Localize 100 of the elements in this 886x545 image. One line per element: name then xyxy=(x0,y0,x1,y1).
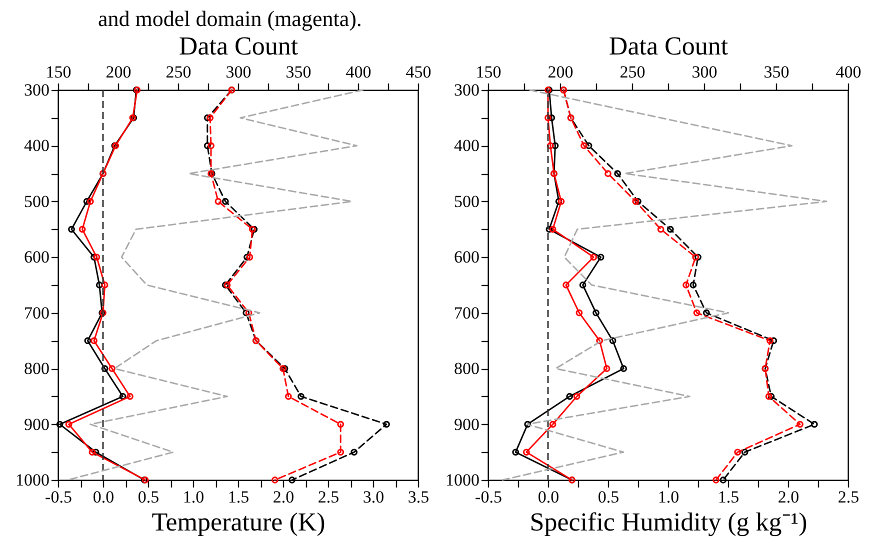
point xyxy=(766,337,774,344)
point xyxy=(682,282,690,288)
point xyxy=(549,420,556,428)
point xyxy=(84,337,92,344)
x2-tick-label: 450 xyxy=(406,62,432,82)
point xyxy=(549,226,556,233)
x2-axis-title: Data Count xyxy=(608,32,729,60)
x-tick-label: 0.5 xyxy=(138,488,160,506)
point xyxy=(56,420,64,428)
x-tick-label: -0.5 xyxy=(475,488,502,506)
y-tick-label: 600 xyxy=(454,248,480,267)
point xyxy=(68,226,75,233)
x-tick-label: 1.0 xyxy=(182,488,204,506)
point xyxy=(712,476,720,484)
point xyxy=(620,365,628,372)
x-tick-label: 0.0 xyxy=(92,488,114,506)
point xyxy=(552,142,559,150)
point xyxy=(522,448,530,456)
point xyxy=(512,448,520,456)
x-tick-label: 1.5 xyxy=(228,488,250,506)
point xyxy=(720,476,727,484)
y-tick-label: 600 xyxy=(24,248,50,267)
x-tick-label: 2.0 xyxy=(778,488,800,506)
point xyxy=(592,309,600,316)
point xyxy=(92,448,100,456)
y-tick-label: 1000 xyxy=(16,470,50,490)
point xyxy=(609,337,616,344)
point xyxy=(768,392,775,400)
point xyxy=(524,420,532,428)
point xyxy=(246,254,254,261)
point xyxy=(632,198,640,205)
x2-tick-label: 250 xyxy=(166,62,192,82)
point xyxy=(271,476,278,484)
y-tick-label: 300 xyxy=(24,80,50,100)
point xyxy=(86,198,94,205)
point xyxy=(666,226,674,233)
point xyxy=(65,420,72,428)
point xyxy=(101,282,108,288)
point xyxy=(93,254,100,261)
point xyxy=(579,282,586,288)
point xyxy=(765,392,772,400)
x-tick-label: 3.5 xyxy=(408,488,430,506)
point xyxy=(206,114,214,122)
x-tick-label: 0.0 xyxy=(538,488,560,506)
point xyxy=(576,309,583,316)
point xyxy=(284,392,292,400)
x-tick-label: -0.5 xyxy=(45,488,72,506)
point xyxy=(558,198,565,205)
x2-tick-label: 400 xyxy=(346,62,372,82)
point xyxy=(222,198,229,205)
point xyxy=(126,392,134,400)
x2-tick-label: 150 xyxy=(476,62,502,82)
x-tick-label: 0.5 xyxy=(598,488,620,506)
point xyxy=(693,309,700,316)
y-tick-label: 400 xyxy=(24,136,50,156)
y-tick-label: 1000 xyxy=(446,470,480,490)
point xyxy=(546,142,554,150)
point xyxy=(101,365,108,372)
point xyxy=(88,448,96,456)
y-tick-label: 700 xyxy=(24,303,50,322)
point xyxy=(690,282,697,288)
text: and model domain (magenta). xyxy=(98,6,362,31)
point xyxy=(242,309,250,316)
x2-tick-label: 250 xyxy=(620,62,646,82)
point xyxy=(702,309,710,316)
point xyxy=(119,392,126,400)
y-tick-label: 400 xyxy=(454,136,480,156)
x-tick-label: 2.5 xyxy=(838,488,860,506)
point xyxy=(288,476,296,484)
x-tick-label: 2.0 xyxy=(272,488,294,506)
x2-axis-title: Data Count xyxy=(178,32,299,60)
point xyxy=(337,448,344,456)
point xyxy=(96,282,103,288)
x2-tick-label: 400 xyxy=(836,62,862,82)
point xyxy=(337,420,344,428)
point xyxy=(383,420,390,428)
point xyxy=(214,198,222,205)
x2-tick-label: 200 xyxy=(548,62,574,82)
point xyxy=(692,254,700,261)
point xyxy=(614,170,622,178)
x-axis-title: Temperature (K) xyxy=(152,508,326,536)
point xyxy=(770,337,778,344)
x-tick-label: 1.0 xyxy=(658,488,680,506)
y-tick-label: 300 xyxy=(454,80,480,100)
x-tick-label: 2.5 xyxy=(318,488,340,506)
point xyxy=(657,226,664,233)
point xyxy=(90,337,98,344)
x-tick-label: 3.0 xyxy=(362,488,384,506)
y-tick-label: 900 xyxy=(454,414,480,434)
x-axis-title: Specific Humidity (g kg⁻¹) xyxy=(530,508,808,536)
point xyxy=(562,282,570,288)
point xyxy=(566,392,574,400)
x2-tick-label: 350 xyxy=(764,62,790,82)
y-tick-label: 900 xyxy=(24,414,50,434)
point xyxy=(78,226,86,233)
y-tick-label: 700 xyxy=(454,303,480,322)
point xyxy=(734,448,742,456)
y-tick-label: 500 xyxy=(454,192,480,211)
point xyxy=(244,254,250,261)
point xyxy=(634,198,642,205)
